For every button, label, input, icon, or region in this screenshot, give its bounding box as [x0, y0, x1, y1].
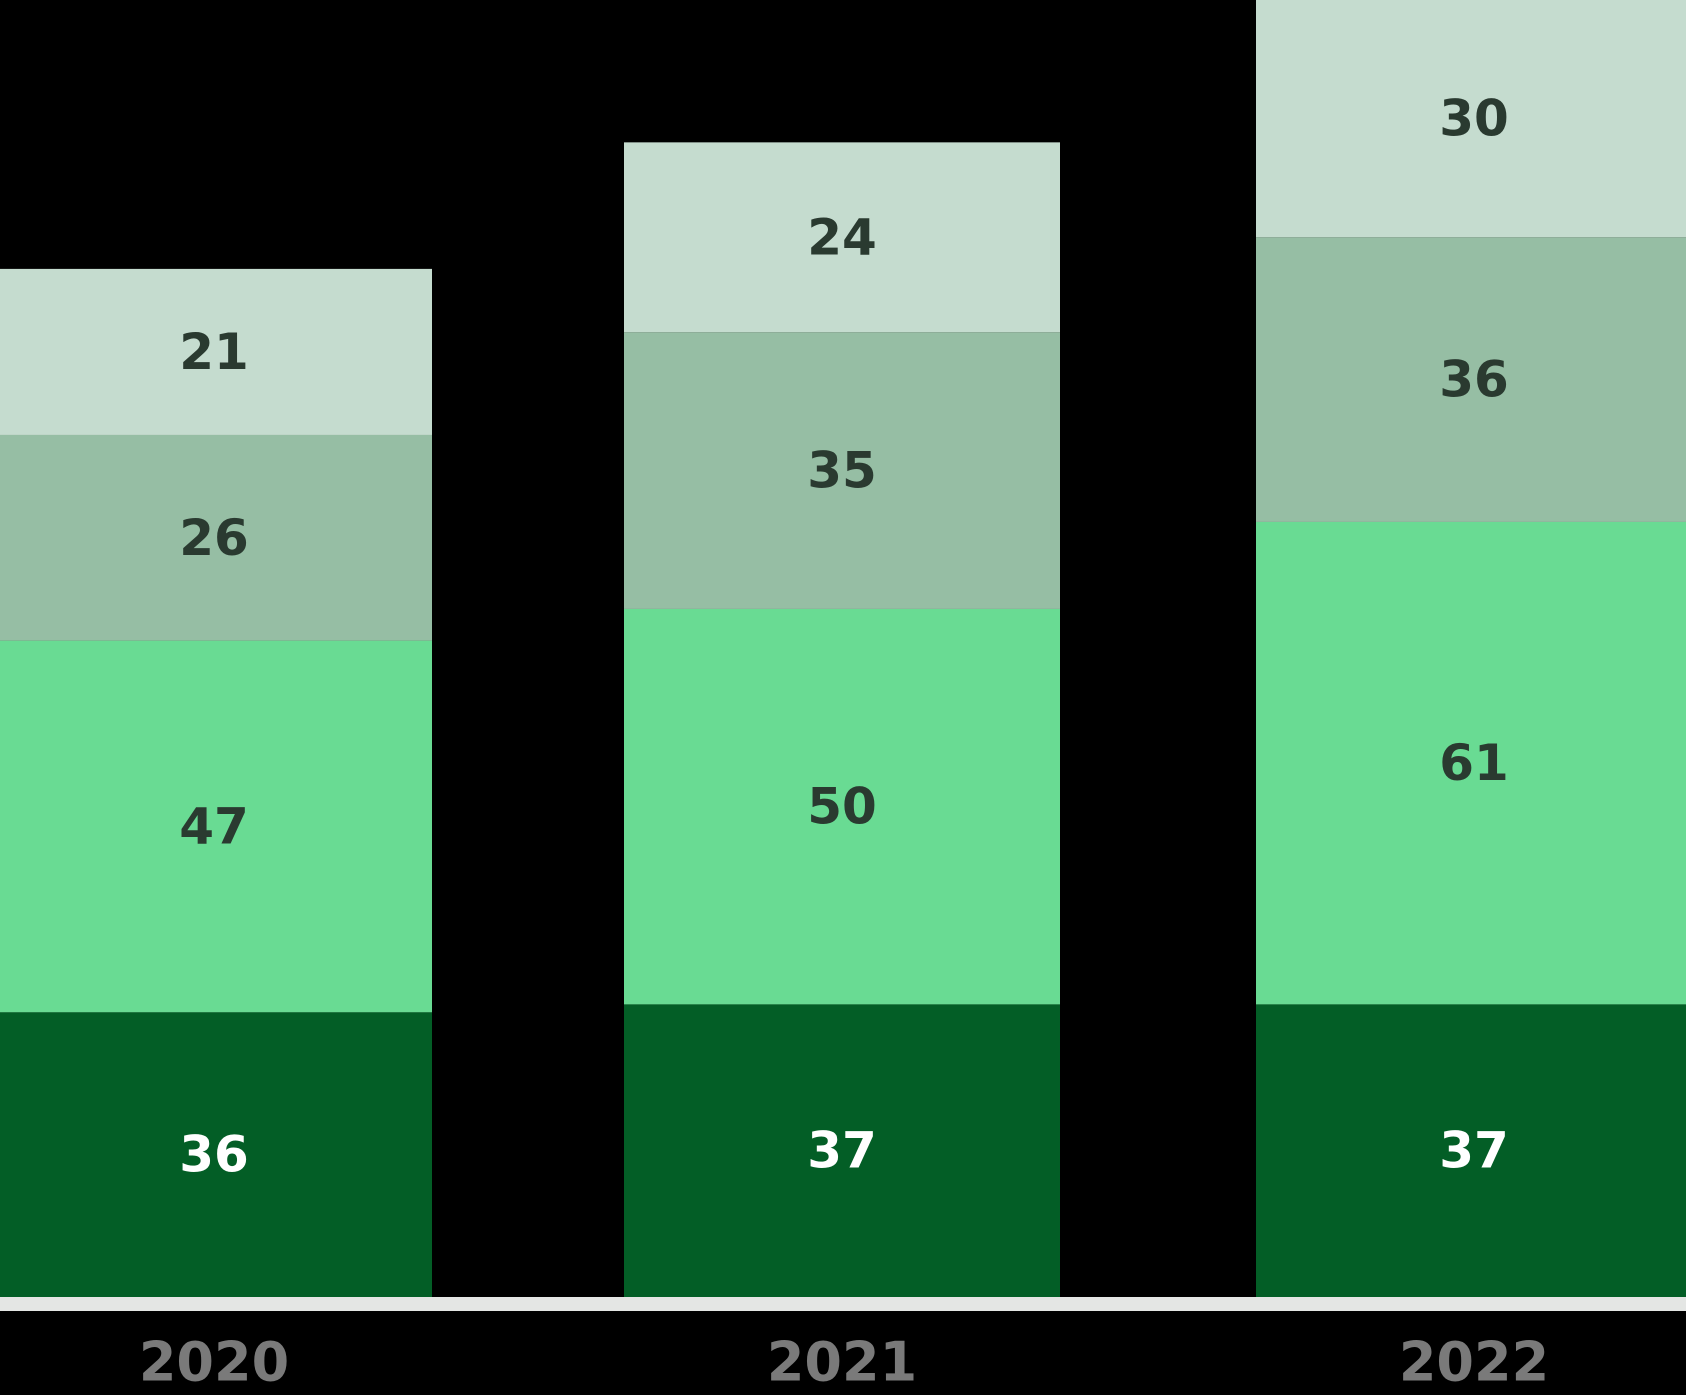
bar-segment — [1256, 1004, 1686, 1297]
x-tick-label: 2022 — [1399, 1331, 1549, 1394]
bar-segment — [624, 142, 1060, 333]
bar-segment — [1256, 521, 1686, 1005]
data-label: 61 — [1439, 734, 1509, 792]
data-label: 24 — [807, 208, 877, 266]
data-label: 37 — [1439, 1122, 1509, 1180]
data-label: 50 — [807, 778, 877, 836]
data-label: 26 — [179, 509, 249, 567]
bar-segment — [1256, 0, 1686, 238]
data-label: 30 — [1439, 90, 1509, 148]
x-axis-baseline — [0, 1297, 1686, 1311]
data-label: 37 — [807, 1122, 877, 1180]
bar-segment — [624, 332, 1060, 609]
x-axis-labels: 2020 2021 2022 — [139, 1331, 1549, 1394]
data-label: 36 — [1439, 351, 1509, 409]
bar-segment — [0, 434, 432, 641]
data-label: 35 — [807, 442, 877, 500]
bars-group: 36 47 26 21 37 50 35 24 37 61 36 30 — [0, 0, 1686, 1297]
bar-segment — [0, 640, 432, 1013]
data-label: 47 — [179, 797, 249, 855]
data-label: 21 — [179, 323, 249, 381]
bar-segment — [0, 268, 432, 435]
bar-segment — [1256, 237, 1686, 522]
x-tick-label: 2020 — [139, 1331, 289, 1394]
bar-segment — [624, 608, 1060, 1005]
x-tick-label: 2021 — [767, 1331, 917, 1394]
bar-segment — [624, 1004, 1060, 1297]
bar-segment — [0, 1012, 432, 1297]
data-label: 36 — [179, 1126, 249, 1184]
